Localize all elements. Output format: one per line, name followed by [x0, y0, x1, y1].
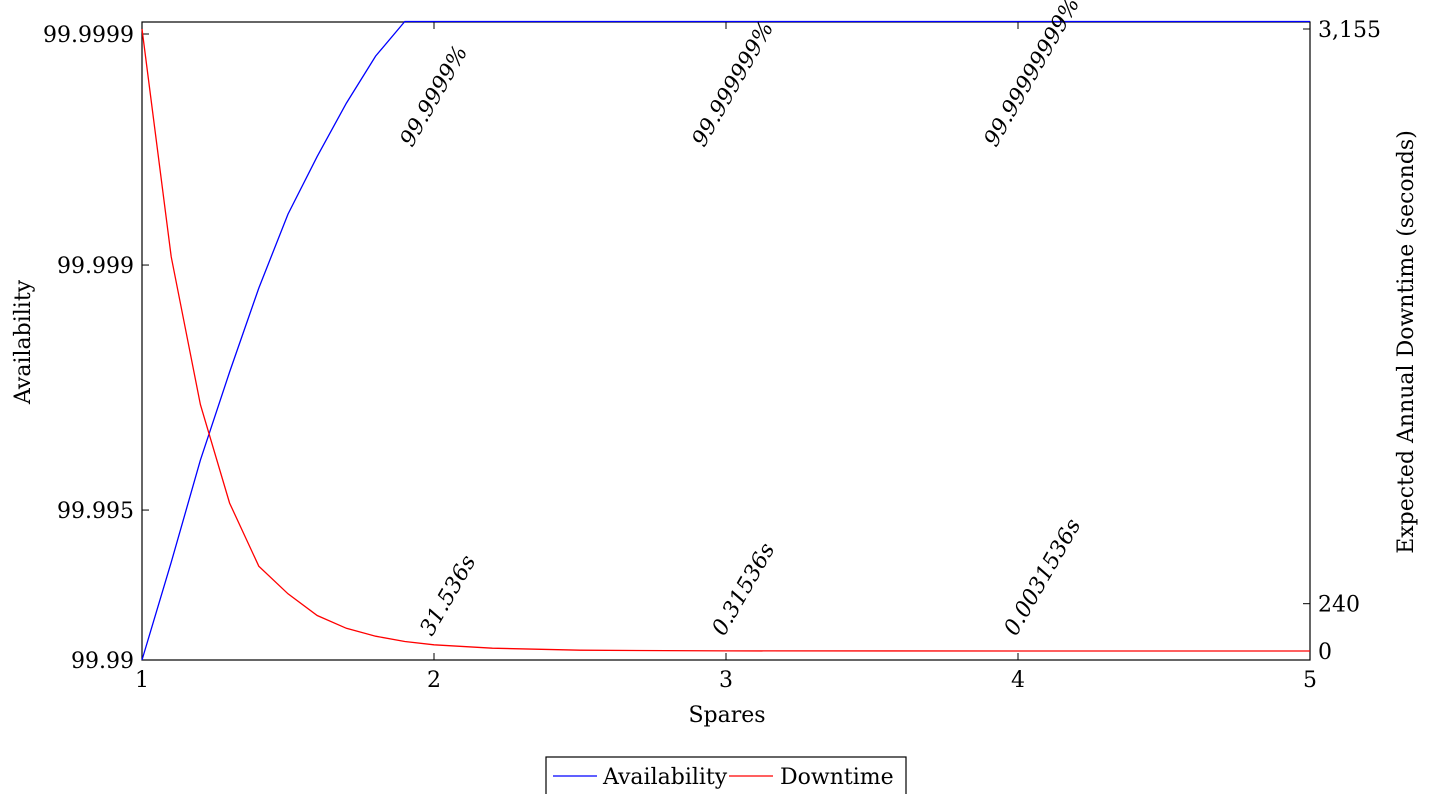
y-axis-title: Availability [11, 279, 36, 405]
y-tick-label: 99.995 [57, 499, 134, 524]
y2-tick-label: 0 [1318, 640, 1332, 665]
legend-label-availability: Availability [602, 765, 728, 790]
y2-tick-label: 3,155 [1318, 18, 1381, 43]
y2-axis-title: Expected Annual Downtime (seconds) [1394, 130, 1419, 554]
y-tick-label: 99.999 [57, 254, 134, 279]
legend-box [545, 756, 907, 794]
annotation-downtime: 0.31536s [708, 539, 781, 640]
y-tick-label: 99.9999 [43, 23, 134, 48]
series-line-downtime [141, 28, 1310, 652]
legend: Availability Downtime [545, 756, 907, 794]
x-tick-label: 4 [1011, 668, 1025, 693]
y2-tick-label: 240 [1318, 593, 1360, 618]
annotation-availability: 99.9999% [396, 42, 474, 151]
x-tick-label: 2 [427, 668, 441, 693]
x-axis-title: Spares [688, 703, 765, 728]
annotation-availability: 99.999999% [688, 17, 780, 151]
annotation-downtime: 31.536s [416, 551, 482, 640]
x-tick-label: 1 [135, 668, 149, 693]
annotation-availability: 99.99999999% [980, 0, 1086, 151]
x-tick-label: 5 [1303, 668, 1317, 693]
x-tick-label: 3 [719, 668, 733, 693]
legend-label-downtime: Downtime [780, 765, 894, 790]
y-tick-label: 99.99 [71, 649, 134, 674]
annotation-downtime: 0.0031536s [1000, 515, 1087, 640]
series-line-availability [141, 20, 1310, 661]
